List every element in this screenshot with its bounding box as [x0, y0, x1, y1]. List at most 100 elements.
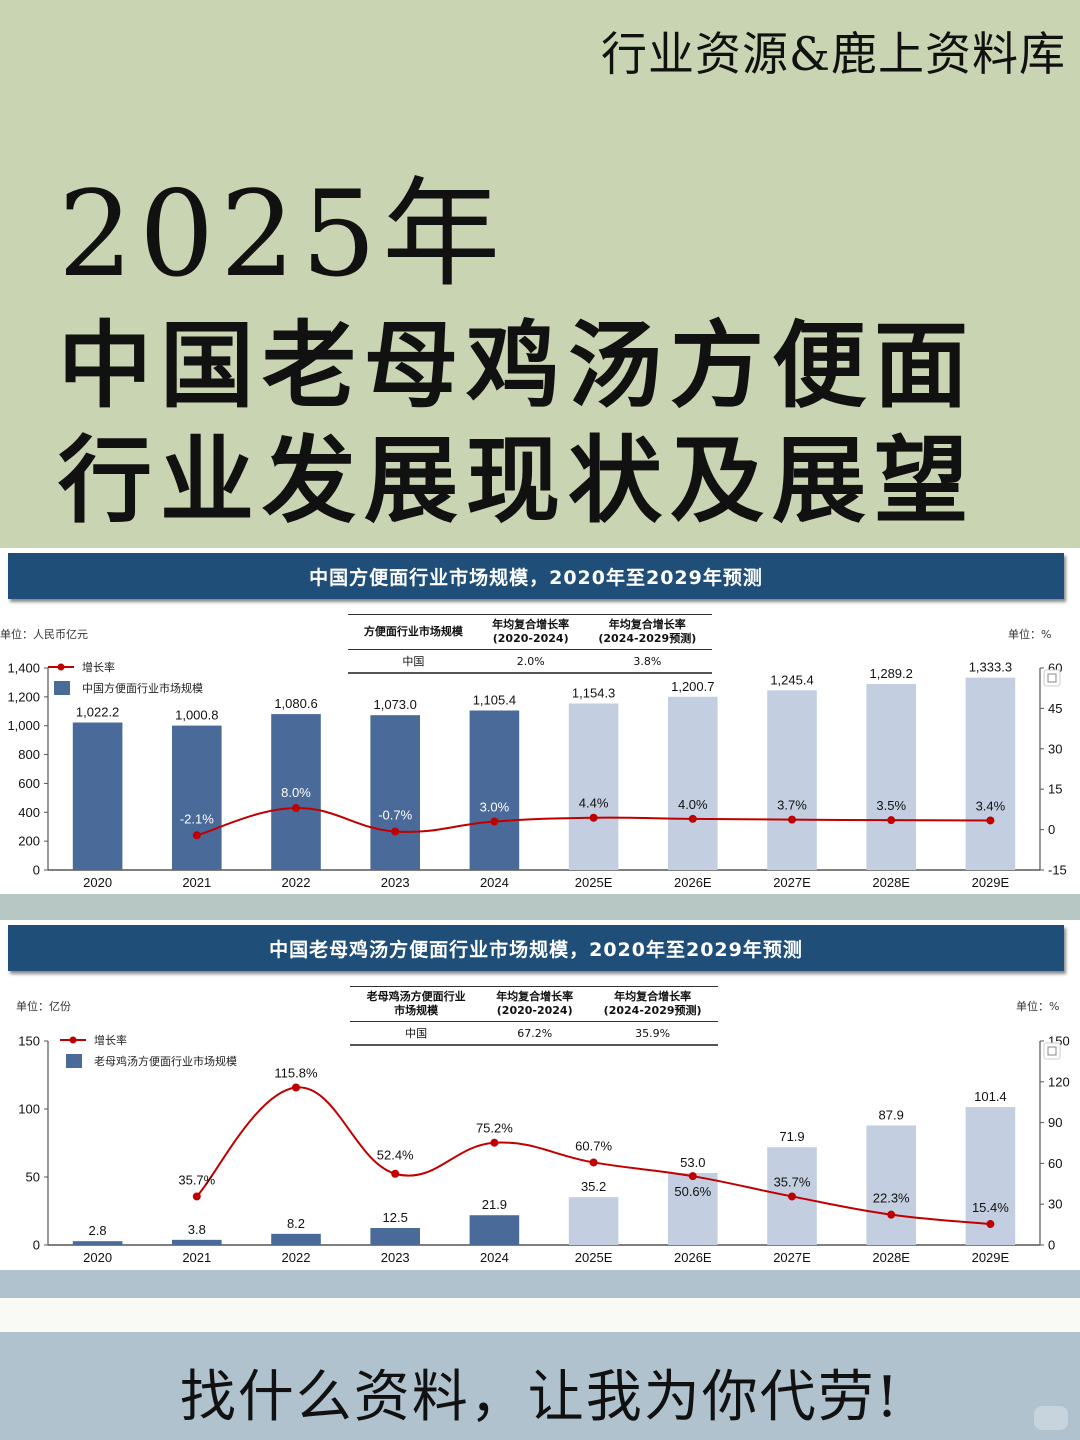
line-point: [788, 815, 796, 824]
bar: [965, 677, 1016, 870]
bar: [568, 703, 619, 870]
svg-text:21.9: 21.9: [482, 1197, 507, 1212]
table-cell: 67.2%: [517, 1026, 553, 1040]
svg-text:1,289.2: 1,289.2: [870, 666, 913, 681]
svg-text:150: 150: [18, 1034, 40, 1049]
bar: [271, 714, 321, 870]
title-banner: 行业资源&鹿上资料库 2025年 中国老母鸡汤方便面 行业发展现状及展望: [0, 0, 1080, 548]
table-row: 中国 2.0% 3.8%: [348, 650, 712, 673]
line-point: [391, 827, 400, 836]
svg-text:0: 0: [1048, 822, 1055, 837]
table-header-cell: 年均复合增长率 (2024-2029预测): [598, 618, 697, 645]
svg-text:2021: 2021: [182, 875, 211, 890]
bar: [172, 725, 222, 870]
line-point: [986, 816, 995, 825]
svg-text:1,400: 1,400: [7, 661, 40, 676]
svg-text:15: 15: [1048, 782, 1062, 797]
svg-text:2029E: 2029E: [972, 1250, 1010, 1265]
table-cell: 2.0%: [516, 654, 545, 668]
line-point: [490, 817, 499, 826]
svg-text:2024: 2024: [480, 1250, 509, 1265]
bar: [469, 1215, 520, 1245]
chart1-plot: 02004006008001,0001,2001,400-15015304560…: [7, 660, 1066, 890]
bar: [72, 722, 123, 870]
svg-text:中国方便面行业市场规模: 中国方便面行业市场规模: [82, 681, 203, 695]
svg-text:1,022.2: 1,022.2: [76, 705, 119, 720]
svg-text:90: 90: [1048, 1115, 1062, 1130]
table-header-cell: 年均复合增长率 (2020-2024): [492, 618, 570, 645]
svg-text:35.7%: 35.7%: [178, 1172, 215, 1187]
svg-text:增长率: 增长率: [94, 1033, 127, 1047]
svg-text:50.6%: 50.6%: [674, 1184, 711, 1199]
svg-text:2026E: 2026E: [674, 1250, 712, 1265]
separator: [0, 894, 1080, 920]
svg-text:2027E: 2027E: [773, 1250, 811, 1265]
svg-text:2020: 2020: [83, 1250, 112, 1265]
svg-text:30: 30: [1048, 741, 1062, 756]
line-point: [192, 831, 201, 840]
table-header-cell: 年均复合增长率 (2020-2024): [496, 990, 574, 1017]
svg-text:120: 120: [1048, 1074, 1070, 1089]
chart2-panel: 中国老母鸡汤方便面行业市场规模，2020年至2029年预测 单位：亿份 单位：%…: [0, 920, 1080, 1270]
svg-text:1,080.6: 1,080.6: [274, 696, 317, 711]
line-point: [887, 816, 896, 825]
chart-toolbox-icon[interactable]: [1043, 669, 1061, 687]
svg-text:400: 400: [18, 805, 40, 820]
line-point: [589, 813, 598, 822]
line-point: [192, 1192, 201, 1201]
svg-text:87.9: 87.9: [879, 1107, 904, 1122]
bar: [469, 710, 520, 870]
svg-text:800: 800: [18, 747, 40, 762]
svg-text:12.5: 12.5: [383, 1210, 408, 1225]
svg-text:15.4%: 15.4%: [972, 1200, 1009, 1215]
svg-text:3.4%: 3.4%: [976, 798, 1006, 813]
line-point: [887, 1210, 896, 1219]
line-point: [490, 1138, 499, 1147]
main-title-line1: 中国老母鸡汤方便面: [58, 312, 977, 421]
svg-text:200: 200: [18, 834, 40, 849]
svg-text:-2.1%: -2.1%: [180, 811, 214, 826]
svg-text:2.8: 2.8: [89, 1223, 107, 1238]
svg-text:71.9: 71.9: [779, 1129, 804, 1144]
svg-text:1,154.3: 1,154.3: [572, 685, 615, 700]
svg-text:2023: 2023: [381, 875, 410, 890]
svg-text:3.5%: 3.5%: [876, 798, 906, 813]
svg-text:2026E: 2026E: [674, 875, 712, 890]
chart-toolbox-icon[interactable]: [1043, 1042, 1061, 1060]
svg-text:0: 0: [33, 1238, 40, 1253]
svg-text:1,200: 1,200: [7, 689, 40, 704]
svg-text:3.7%: 3.7%: [777, 798, 807, 813]
svg-text:1,000: 1,000: [7, 718, 40, 733]
chart2-unit-left: 单位：亿份: [16, 1000, 71, 1013]
svg-text:1,073.0: 1,073.0: [374, 697, 417, 712]
svg-text:100: 100: [18, 1102, 40, 1117]
svg-text:增长率: 增长率: [82, 660, 115, 674]
svg-text:2029E: 2029E: [972, 875, 1010, 890]
svg-text:2020: 2020: [83, 875, 112, 890]
svg-text:8.0%: 8.0%: [281, 785, 311, 800]
line-point: [391, 1169, 400, 1178]
svg-text:1,105.4: 1,105.4: [473, 693, 516, 708]
svg-text:45: 45: [1048, 701, 1062, 716]
svg-text:2022: 2022: [282, 1250, 311, 1265]
bar: [866, 1125, 916, 1245]
separator: [0, 1270, 1080, 1298]
year-title: 2025年: [58, 165, 507, 303]
chart1-unit-left: 单位：人民币亿元: [0, 628, 88, 641]
svg-text:22.3%: 22.3%: [873, 1191, 910, 1206]
line-point: [688, 1172, 697, 1181]
watermark-icon: [1034, 1406, 1068, 1430]
chart2-unit-right: 单位：%: [1016, 1000, 1060, 1013]
bar: [370, 1228, 420, 1245]
svg-text:0: 0: [33, 863, 40, 878]
svg-text:1,245.4: 1,245.4: [770, 672, 813, 687]
svg-text:4.0%: 4.0%: [678, 797, 708, 812]
line-point: [788, 1192, 796, 1201]
svg-text:35.7%: 35.7%: [774, 1174, 811, 1189]
table-cell: 中国: [405, 1027, 428, 1040]
svg-text:2025E: 2025E: [575, 1250, 613, 1265]
chart2-cagr-table: 老母鸡汤方便面行业 市场规模 年均复合增长率 (2020-2024) 年均复合增长率…: [350, 986, 718, 1046]
table-header-cell: 老母鸡汤方便面行业 市场规模: [366, 990, 466, 1017]
svg-text:115.8%: 115.8%: [274, 1066, 318, 1081]
svg-text:-0.7%: -0.7%: [378, 807, 412, 822]
